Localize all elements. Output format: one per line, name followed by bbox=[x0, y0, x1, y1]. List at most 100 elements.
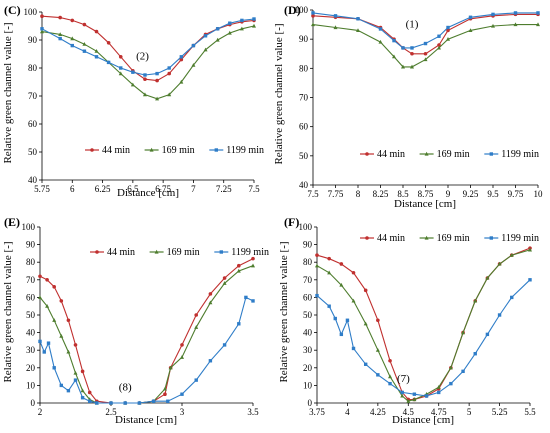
x-tick-label: 7.75 bbox=[328, 189, 344, 199]
x-tick-label: 7 bbox=[191, 184, 196, 194]
y-tick-label: 0 bbox=[31, 398, 36, 408]
data-point bbox=[388, 374, 393, 379]
data-point bbox=[239, 26, 244, 31]
x-tick-label: 9.5 bbox=[487, 189, 499, 199]
legend-label-3: 1199 min bbox=[501, 233, 539, 244]
data-point bbox=[52, 285, 56, 289]
data-point bbox=[109, 401, 113, 405]
data-point bbox=[485, 332, 490, 337]
x-tick-label: 2.5 bbox=[105, 407, 117, 417]
data-point bbox=[168, 365, 173, 370]
data-point bbox=[95, 401, 99, 405]
data-point bbox=[315, 253, 319, 257]
chart-panel-3: (E) 0 10 20 30 40 50 60 70 80 90 100 2 2.5 3 3.5 Distanc… bbox=[2, 215, 269, 426]
y-tick-label: 40 bbox=[26, 328, 36, 338]
data-point bbox=[252, 17, 256, 21]
chart-panel-1: (C) 40 50 60 70 80 90 100 5.75 6 6.25 6.5 6.75 7 7.25 7… bbox=[2, 3, 264, 199]
data-point bbox=[227, 30, 232, 35]
series-line-3 bbox=[312, 12, 538, 49]
series-line-3 bbox=[316, 279, 531, 397]
data-point bbox=[513, 22, 518, 27]
data-point bbox=[356, 17, 360, 21]
data-point bbox=[151, 399, 156, 403]
y-axis-label: Relative green channel value [-] bbox=[2, 22, 14, 163]
data-point bbox=[52, 366, 56, 370]
data-point bbox=[191, 43, 196, 48]
data-point bbox=[339, 262, 344, 266]
data-point bbox=[237, 263, 241, 268]
data-point bbox=[311, 14, 315, 18]
x-axis-label: Distance [cm] bbox=[117, 187, 179, 199]
panel-tag: (E) bbox=[4, 215, 20, 229]
panel-tag: (C) bbox=[4, 3, 21, 17]
x-tick-label: 3.5 bbox=[247, 407, 259, 417]
data-point bbox=[510, 295, 514, 300]
data-point bbox=[194, 313, 198, 317]
data-point bbox=[400, 390, 404, 395]
data-point bbox=[311, 11, 315, 15]
data-point bbox=[191, 63, 196, 67]
data-point bbox=[237, 322, 241, 326]
x-axis-label: Distance [cm] bbox=[115, 414, 177, 426]
data-point bbox=[406, 399, 411, 403]
data-point bbox=[38, 295, 42, 299]
annotation-label: (8) bbox=[119, 382, 132, 394]
data-point bbox=[38, 274, 42, 279]
data-point bbox=[327, 256, 331, 261]
data-point bbox=[46, 341, 51, 345]
data-point bbox=[424, 394, 429, 398]
data-point bbox=[179, 79, 184, 84]
y-tick-label: 80 bbox=[303, 257, 313, 267]
data-point bbox=[448, 365, 453, 370]
legend-label-2: 169 min bbox=[437, 149, 470, 160]
data-point bbox=[461, 369, 465, 374]
x-tick-label: 9 bbox=[446, 189, 451, 199]
data-point bbox=[333, 316, 337, 321]
data-point bbox=[485, 275, 490, 280]
data-point bbox=[73, 370, 78, 375]
data-point bbox=[167, 66, 171, 70]
x-tick-label: 4.25 bbox=[370, 407, 386, 417]
data-point bbox=[339, 282, 344, 287]
legend-marker bbox=[424, 151, 429, 156]
y-tick-label: 90 bbox=[299, 34, 309, 44]
data-point bbox=[215, 27, 220, 31]
data-point bbox=[363, 321, 368, 326]
data-point bbox=[143, 77, 147, 81]
data-point bbox=[118, 55, 123, 59]
data-point bbox=[167, 71, 171, 76]
legend-marker bbox=[489, 236, 493, 240]
y-tick-label: 70 bbox=[299, 93, 309, 103]
data-point bbox=[497, 313, 502, 317]
data-point bbox=[363, 288, 368, 293]
legend-marker bbox=[149, 147, 154, 152]
x-tick-label: 10 bbox=[534, 189, 544, 199]
data-point bbox=[87, 390, 92, 395]
y-tick-label: 40 bbox=[303, 328, 313, 338]
data-point bbox=[40, 14, 44, 18]
data-point bbox=[473, 298, 478, 303]
chart-panel-2: (D) 40 50 60 70 80 90 100 7.5 7.75 8 8.25 8.5 8.75 9 9.… bbox=[273, 3, 543, 210]
data-point bbox=[228, 21, 232, 25]
legend-label-3: 1199 min bbox=[226, 145, 264, 156]
x-tick-label: 4 bbox=[345, 407, 350, 417]
data-point bbox=[388, 358, 392, 363]
data-point bbox=[70, 18, 75, 23]
x-tick-label: 8.25 bbox=[373, 189, 389, 199]
data-point bbox=[345, 318, 350, 322]
data-point bbox=[45, 278, 49, 282]
data-point bbox=[58, 32, 63, 36]
series-line-3 bbox=[39, 296, 254, 404]
data-point bbox=[180, 355, 184, 359]
data-point bbox=[351, 298, 356, 303]
y-tick-label: 50 bbox=[303, 310, 313, 320]
data-point bbox=[333, 14, 338, 18]
x-tick-label: 5.75 bbox=[34, 184, 50, 194]
data-point bbox=[315, 263, 319, 268]
data-point bbox=[222, 343, 227, 347]
y-tick-label: 30 bbox=[303, 345, 313, 355]
y-tick-label: 50 bbox=[26, 310, 36, 320]
data-point bbox=[66, 349, 71, 354]
y-axis-label: Relative green channel value [-] bbox=[2, 241, 14, 382]
